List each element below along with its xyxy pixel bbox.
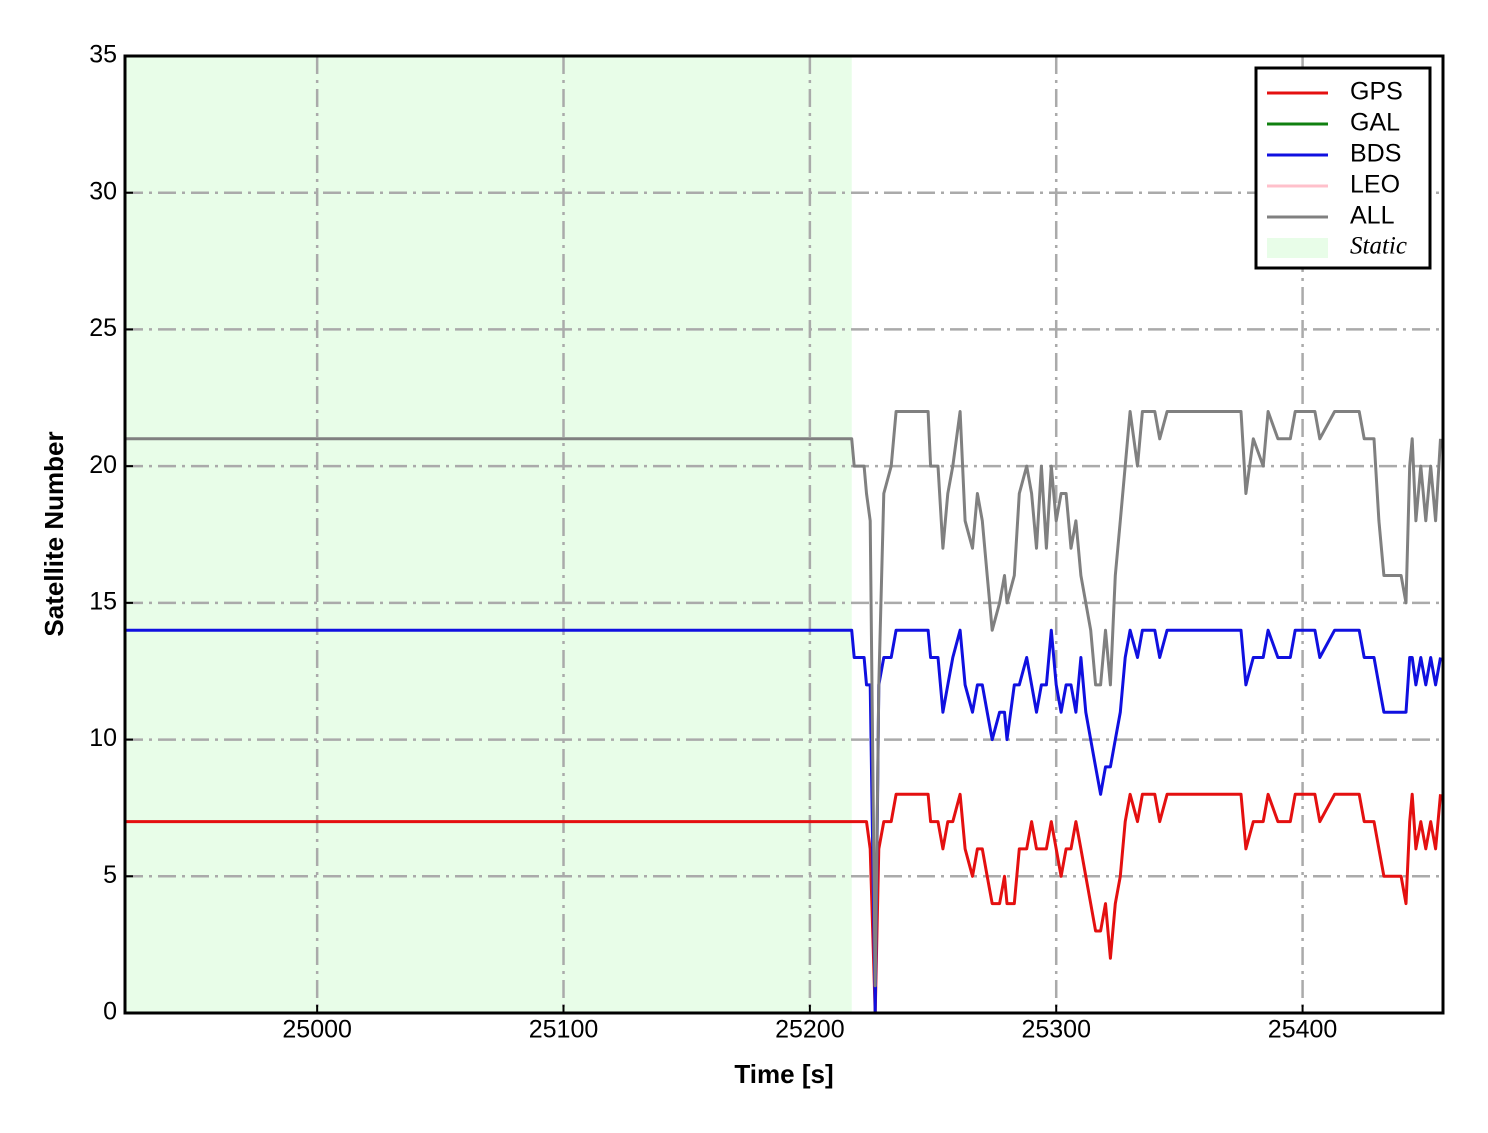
y-tick-label: 25 bbox=[89, 314, 117, 342]
x-tick-label: 25000 bbox=[282, 1016, 352, 1044]
legend-label: BDS bbox=[1350, 140, 1401, 168]
series-line bbox=[125, 628, 1442, 1015]
x-tick-label: 25200 bbox=[775, 1016, 845, 1044]
y-tick-label: 30 bbox=[89, 177, 117, 205]
x-tick-label: 25400 bbox=[1268, 1016, 1338, 1044]
y-tick-label: 15 bbox=[89, 587, 117, 615]
y-tick-label: 5 bbox=[103, 861, 117, 889]
legend-box bbox=[1254, 66, 1432, 270]
series-line bbox=[125, 792, 1442, 1015]
legend-label: GAL bbox=[1350, 109, 1400, 137]
legend-swatch bbox=[1267, 238, 1328, 258]
y-tick-label: 10 bbox=[89, 724, 117, 752]
plot-frame bbox=[123, 54, 1445, 1015]
legend-label: GPS bbox=[1350, 78, 1403, 106]
static-region bbox=[125, 56, 852, 1013]
y-tick-label: 0 bbox=[103, 998, 117, 1026]
legend-label: LEO bbox=[1350, 171, 1400, 199]
y-axis-label: Satellite Number bbox=[39, 431, 69, 636]
x-tick-label: 25100 bbox=[529, 1016, 599, 1044]
x-tick-label: 25300 bbox=[1021, 1016, 1091, 1044]
y-tick-label: 35 bbox=[89, 41, 117, 69]
series-line bbox=[125, 410, 1442, 988]
legend-label: ALL bbox=[1350, 202, 1395, 230]
x-axis-label: Time [s] bbox=[734, 1059, 833, 1089]
legend-label: Static bbox=[1350, 233, 1407, 260]
y-tick-label: 20 bbox=[89, 451, 117, 479]
